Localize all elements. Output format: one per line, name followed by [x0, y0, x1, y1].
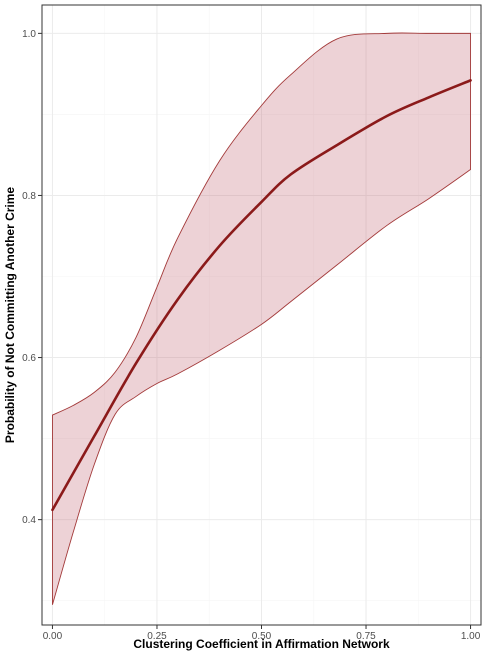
- y-tick-label: 0.6: [22, 353, 36, 364]
- y-axis-title: Probability of Not Committing Another Cr…: [3, 187, 17, 444]
- fitted-line: [51, 79, 472, 512]
- x-axis-ticks: 0.00 0.25 0.50 0.75 1.00: [43, 625, 481, 642]
- y-tick-label: 1.0: [22, 29, 36, 40]
- fitted-line-layer: [51, 79, 472, 512]
- confidence-band-layer: [52, 32, 471, 605]
- x-tick-label: 0.25: [147, 631, 167, 642]
- x-tick-label: 0.00: [43, 631, 63, 642]
- y-axis-ticks: 0.4 0.6 0.8 1.0: [22, 29, 42, 526]
- grid-major: [42, 5, 481, 625]
- x-axis-title: Clustering Coefficient in Affirmation Ne…: [133, 637, 390, 651]
- y-tick-label: 0.4: [22, 515, 36, 526]
- confidence-band: [52, 32, 471, 605]
- x-tick-label: 0.50: [252, 631, 272, 642]
- x-tick-label: 1.00: [461, 631, 481, 642]
- x-tick-label: 0.75: [356, 631, 376, 642]
- y-tick-label: 0.8: [22, 191, 36, 202]
